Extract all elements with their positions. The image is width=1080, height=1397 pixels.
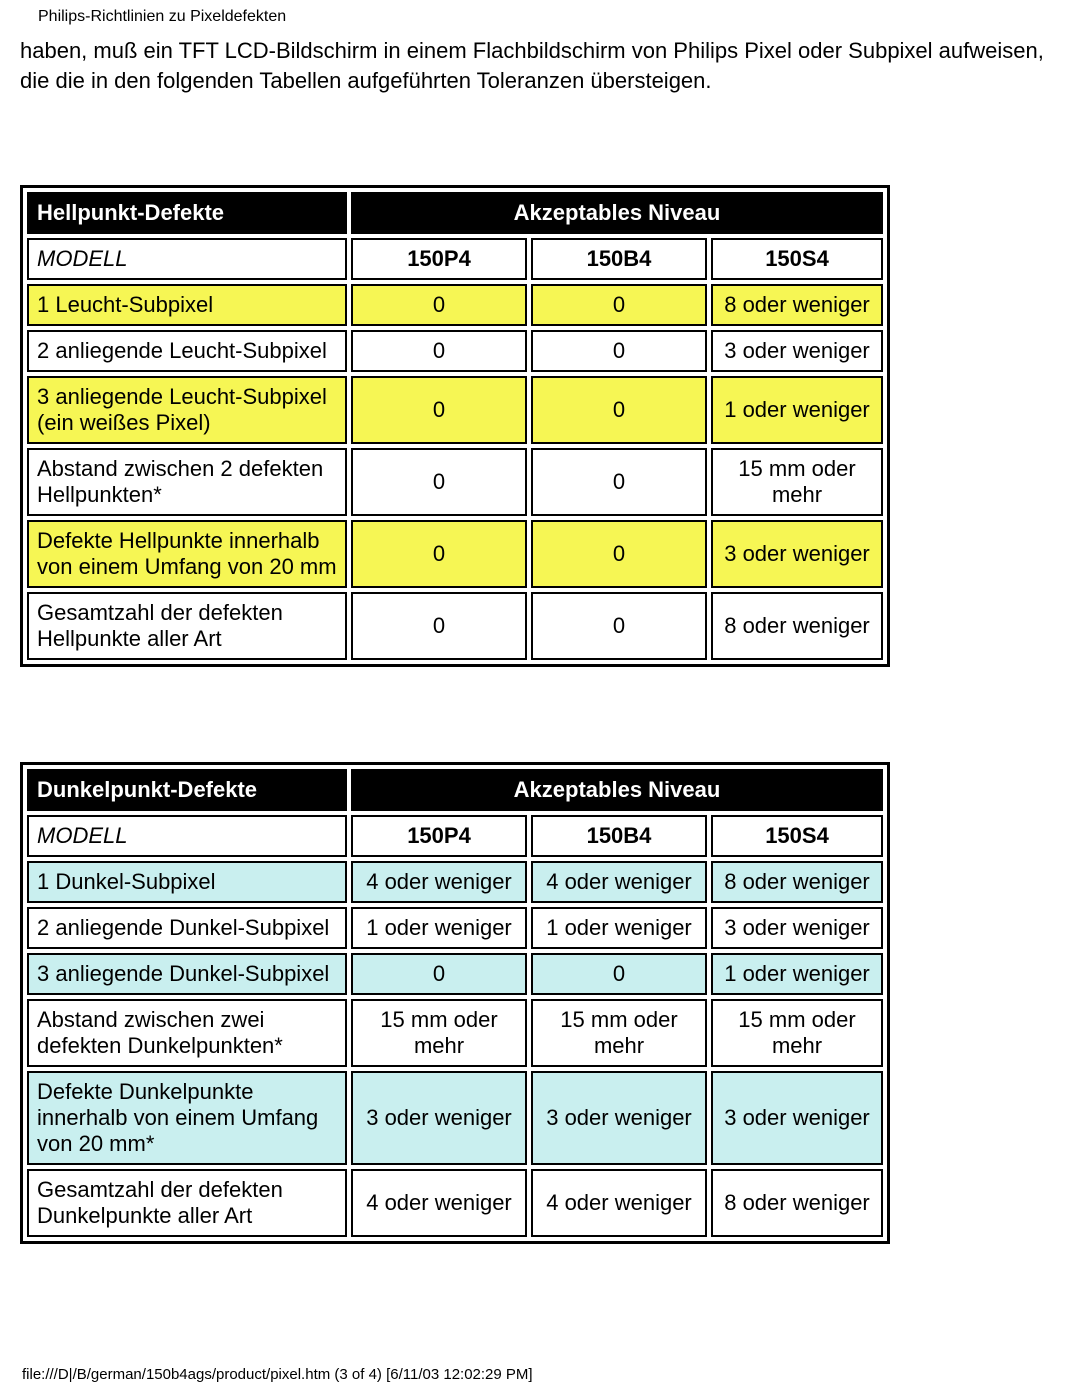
- row-value: 3 oder weniger: [711, 520, 883, 588]
- model-header-row: MODELL 150P4 150B4 150S4: [27, 238, 883, 280]
- model-header-row: MODELL 150P4 150B4 150S4: [27, 815, 883, 857]
- table-row: Abstand zwischen 2 defekten Hellpunkten*…: [27, 448, 883, 516]
- row-value: 8 oder weniger: [711, 861, 883, 903]
- row-label: Gesamtzahl der defekten Hellpunkte aller…: [27, 592, 347, 660]
- row-value: 0: [351, 376, 527, 444]
- row-value: 15 mm oder mehr: [351, 999, 527, 1067]
- model-col-2: 150S4: [711, 238, 883, 280]
- row-label: 1 Leucht-Subpixel: [27, 284, 347, 326]
- row-value: 0: [351, 448, 527, 516]
- table-row: Gesamtzahl der defekten Hellpunkte aller…: [27, 592, 883, 660]
- row-label: 2 anliegende Leucht-Subpixel: [27, 330, 347, 372]
- row-value: 0: [351, 592, 527, 660]
- row-value: 15 mm oder mehr: [711, 999, 883, 1067]
- table-row: 2 anliegende Dunkel-Subpixel1 oder wenig…: [27, 907, 883, 949]
- bright-defects-table: Hellpunkt-Defekte Akzeptables Niveau MOD…: [20, 185, 890, 667]
- model-label: MODELL: [27, 815, 347, 857]
- row-value: 1 oder weniger: [711, 953, 883, 995]
- row-value: 3 oder weniger: [711, 1071, 883, 1165]
- model-col-2: 150S4: [711, 815, 883, 857]
- row-value: 3 oder weniger: [711, 330, 883, 372]
- table-row: 3 anliegende Dunkel-Subpixel001 oder wen…: [27, 953, 883, 995]
- row-value: 0: [351, 520, 527, 588]
- dark-defects-table: Dunkelpunkt-Defekte Akzeptables Niveau M…: [20, 762, 890, 1244]
- row-value: 15 mm oder mehr: [711, 448, 883, 516]
- row-value: 1 oder weniger: [531, 907, 707, 949]
- row-value: 4 oder weniger: [531, 1169, 707, 1237]
- row-label: Abstand zwischen zwei defekten Dunkelpun…: [27, 999, 347, 1067]
- table-header-row: Dunkelpunkt-Defekte Akzeptables Niveau: [27, 769, 883, 811]
- acceptable-level-title: Akzeptables Niveau: [351, 769, 883, 811]
- model-col-1: 150B4: [531, 815, 707, 857]
- row-value: 0: [531, 376, 707, 444]
- model-col-0: 150P4: [351, 238, 527, 280]
- row-value: 3 oder weniger: [711, 907, 883, 949]
- row-value: 0: [351, 284, 527, 326]
- dark-defects-table-wrap: Dunkelpunkt-Defekte Akzeptables Niveau M…: [20, 762, 1060, 1244]
- table-row: Abstand zwischen zwei defekten Dunkelpun…: [27, 999, 883, 1067]
- row-label: 3 anliegende Leucht-Subpixel (ein weißes…: [27, 376, 347, 444]
- row-value: 4 oder weniger: [351, 1169, 527, 1237]
- dark-defects-title: Dunkelpunkt-Defekte: [27, 769, 347, 811]
- table-row: 1 Dunkel-Subpixel4 oder weniger4 oder we…: [27, 861, 883, 903]
- footer-path: file:///D|/B/german/150b4ags/product/pix…: [22, 1366, 533, 1383]
- row-value: 0: [351, 953, 527, 995]
- row-value: 15 mm oder mehr: [531, 999, 707, 1067]
- row-value: 8 oder weniger: [711, 592, 883, 660]
- row-value: 0: [531, 284, 707, 326]
- row-label: Gesamtzahl der defekten Dunkelpunkte all…: [27, 1169, 347, 1237]
- table-header-row: Hellpunkt-Defekte Akzeptables Niveau: [27, 192, 883, 234]
- table-row: Defekte Hellpunkte innerhalb von einem U…: [27, 520, 883, 588]
- row-label: Abstand zwischen 2 defekten Hellpunkten*: [27, 448, 347, 516]
- table-row: 2 anliegende Leucht-Subpixel003 oder wen…: [27, 330, 883, 372]
- row-value: 1 oder weniger: [711, 376, 883, 444]
- table-row: 3 anliegende Leucht-Subpixel (ein weißes…: [27, 376, 883, 444]
- row-value: 0: [531, 592, 707, 660]
- row-label: 1 Dunkel-Subpixel: [27, 861, 347, 903]
- row-value: 0: [531, 330, 707, 372]
- table-row: Gesamtzahl der defekten Dunkelpunkte all…: [27, 1169, 883, 1237]
- intro-paragraph: haben, muß ein TFT LCD-Bildschirm in ein…: [20, 32, 1060, 95]
- model-col-1: 150B4: [531, 238, 707, 280]
- row-value: 0: [531, 448, 707, 516]
- page-header-title: Philips-Richtlinien zu Pixeldefekten: [20, 0, 1060, 32]
- row-label: 3 anliegende Dunkel-Subpixel: [27, 953, 347, 995]
- row-label: Defekte Dunkelpunkte innerhalb von einem…: [27, 1071, 347, 1165]
- row-value: 8 oder weniger: [711, 1169, 883, 1237]
- row-value: 1 oder weniger: [351, 907, 527, 949]
- table-row: Defekte Dunkelpunkte innerhalb von einem…: [27, 1071, 883, 1165]
- row-value: 4 oder weniger: [531, 861, 707, 903]
- row-value: 4 oder weniger: [351, 861, 527, 903]
- row-value: 3 oder weniger: [531, 1071, 707, 1165]
- row-label: Defekte Hellpunkte innerhalb von einem U…: [27, 520, 347, 588]
- row-value: 0: [531, 520, 707, 588]
- row-value: 8 oder weniger: [711, 284, 883, 326]
- row-value: 3 oder weniger: [351, 1071, 527, 1165]
- acceptable-level-title: Akzeptables Niveau: [351, 192, 883, 234]
- table-row: 1 Leucht-Subpixel008 oder weniger: [27, 284, 883, 326]
- bright-defects-title: Hellpunkt-Defekte: [27, 192, 347, 234]
- row-value: 0: [351, 330, 527, 372]
- page: Philips-Richtlinien zu Pixeldefekten hab…: [0, 0, 1080, 1397]
- model-label: MODELL: [27, 238, 347, 280]
- row-label: 2 anliegende Dunkel-Subpixel: [27, 907, 347, 949]
- model-col-0: 150P4: [351, 815, 527, 857]
- bright-defects-table-wrap: Hellpunkt-Defekte Akzeptables Niveau MOD…: [20, 185, 1060, 667]
- row-value: 0: [531, 953, 707, 995]
